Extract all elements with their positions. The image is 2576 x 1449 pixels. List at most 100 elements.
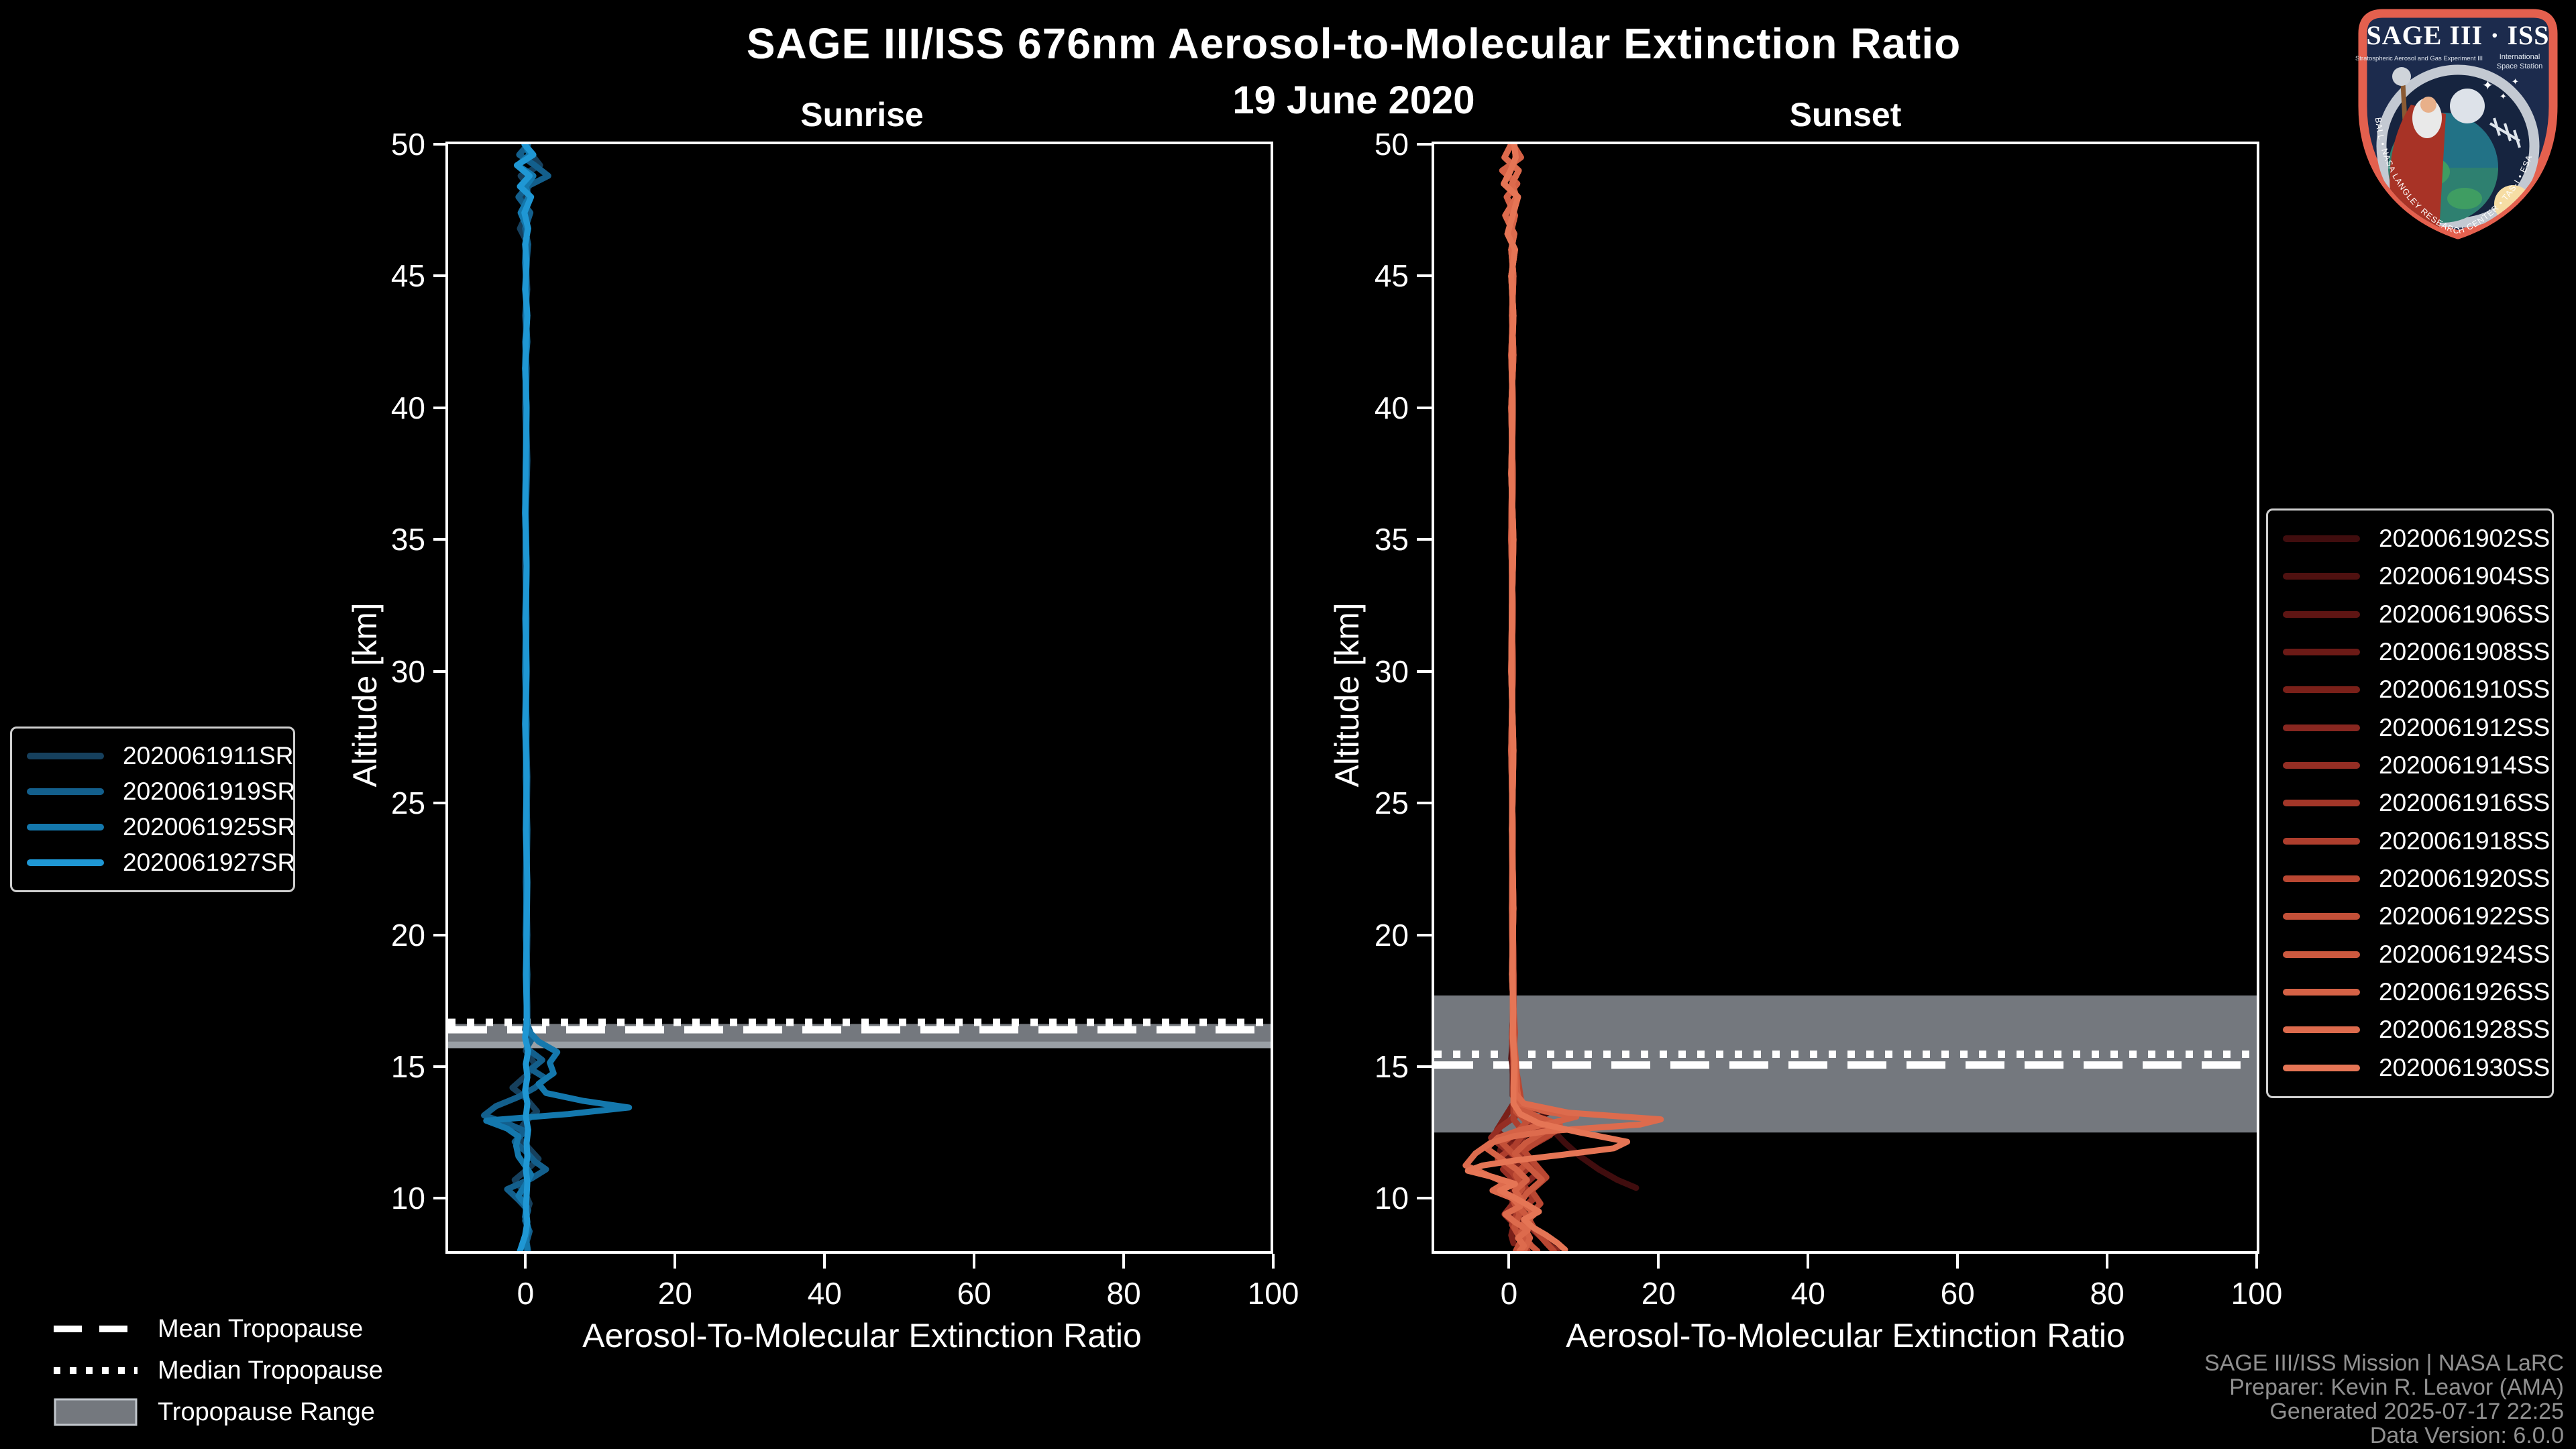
sunrise-y-tick xyxy=(433,274,448,278)
sunrise-y-tick xyxy=(433,1197,448,1200)
legend-item: 2020061930SS xyxy=(2283,1054,2550,1082)
legend-label: 2020061912SS xyxy=(2379,713,2551,741)
legend-swatch-line xyxy=(2283,573,2360,580)
legend-item: 2020061918SS xyxy=(2283,827,2550,855)
sunrise-x-tick-label: 20 xyxy=(657,1276,692,1311)
sunset-y-tick xyxy=(1417,274,1432,278)
sunset-x-tick xyxy=(1956,1254,1960,1269)
legend-swatch-line xyxy=(2283,762,2360,769)
sunset-y-tick xyxy=(1417,1197,1432,1200)
legend-label: 2020061916SS xyxy=(2379,789,2551,817)
legend-label: 2020061906SS xyxy=(2379,600,2551,628)
sunrise-plot-svg xyxy=(448,144,1271,1251)
sunset-y-tick-label: 45 xyxy=(1374,258,1409,294)
sunset-x-tick-label: 0 xyxy=(1500,1276,1518,1311)
sunrise-plot-area xyxy=(445,142,1273,1254)
sunrise-y-tick-label: 35 xyxy=(390,522,425,557)
legend-swatch-line xyxy=(2283,989,2360,996)
sunset-x-tick xyxy=(2106,1254,2109,1269)
sunset-x-tick xyxy=(1657,1254,1660,1269)
sunset-y-tick-label: 20 xyxy=(1374,917,1409,953)
sunrise-y-tick xyxy=(433,406,448,409)
sunrise-x-tick-label: 80 xyxy=(1106,1276,1141,1311)
sunset-x-tick-label: 60 xyxy=(1940,1276,1975,1311)
sunrise-x-tick xyxy=(973,1254,976,1269)
sunset-x-tick-label: 20 xyxy=(1641,1276,1676,1311)
sunrise-x-tick-label: 0 xyxy=(517,1276,535,1311)
sunrise-tropopause-range-inner xyxy=(448,1041,1271,1049)
legend-swatch-line xyxy=(2283,535,2360,543)
sunset-y-tick-label: 50 xyxy=(1374,127,1409,162)
sunrise-y-tick xyxy=(433,538,448,541)
svg-text:✦: ✦ xyxy=(2482,78,2493,93)
legend-item: 2020061912SS xyxy=(2283,714,2550,742)
legend-swatch-line xyxy=(2283,875,2360,883)
logo-stars: ✦ ✦ ✦ xyxy=(2482,76,2519,101)
logo-iss-icon xyxy=(2489,117,2521,148)
sunrise-y-tick xyxy=(433,669,448,673)
caption-mission: SAGE III/ISS Mission | NASA LaRC xyxy=(2204,1350,2564,1376)
legend-item: 2020061916SS xyxy=(2283,789,2550,817)
legend-item: 2020061920SS xyxy=(2283,865,2550,893)
sunrise-x-tick-label: 60 xyxy=(957,1276,991,1311)
legend-label: 2020061902SS xyxy=(2379,525,2551,553)
legend-label: 2020061910SS xyxy=(2379,676,2551,704)
sunrise-y-tick-label: 50 xyxy=(390,127,425,162)
legend-swatch-line xyxy=(27,824,104,831)
legend-item: 2020061927SR xyxy=(27,849,295,877)
legend-swatch-line xyxy=(2283,1026,2360,1034)
legend-item: 2020061919SR xyxy=(27,777,295,806)
sunrise-x-tick xyxy=(1122,1254,1126,1269)
legend-label: 2020061930SS xyxy=(2379,1053,2551,1081)
legend-item: 2020061908SS xyxy=(2283,638,2550,666)
tropo-legend-label: Median Tropopause xyxy=(158,1356,383,1385)
sunrise-x-tick-label: 40 xyxy=(807,1276,842,1311)
sunset-x-axis-label: Aerosol-To-Molecular Extinction Ratio xyxy=(1566,1317,2125,1354)
sunrise-legend: 2020061911SR 2020061919SR 2020061925SR 2020… xyxy=(10,727,295,892)
caption-preparer: Preparer: Kevin R. Leavor (AMA) xyxy=(2229,1375,2564,1400)
legend-label: 2020061904SS xyxy=(2379,562,2551,590)
sunrise-panel-title: Sunrise xyxy=(800,96,924,133)
legend-item: 2020061906SS xyxy=(2283,600,2550,629)
sunrise-y-tick xyxy=(433,802,448,805)
legend-swatch-line xyxy=(2283,610,2360,618)
logo-subtitle-left: Stratospheric Aerosol and Gas Experiment… xyxy=(2355,55,2483,62)
sunset-plot-area xyxy=(1432,142,2259,1254)
page-title: SAGE III/ISS 676nm Aerosol-to-Molecular … xyxy=(746,19,1962,68)
sunrise-y-tick-label: 30 xyxy=(390,653,425,689)
profile-2020061927SR xyxy=(514,144,537,1251)
legend-item: 2020061902SS xyxy=(2283,525,2550,553)
profile-2020061930SS xyxy=(1464,144,1631,1251)
sunset-y-tick-label: 35 xyxy=(1374,522,1409,557)
mean-tropopause-legend-item: Mean Tropopause xyxy=(54,1308,383,1350)
legend-swatch-line xyxy=(2283,724,2360,731)
sunrise-x-tick xyxy=(1272,1254,1275,1269)
tropopause-range-legend-item: Tropopause Range xyxy=(54,1391,383,1433)
legend-item: 2020061922SS xyxy=(2283,902,2550,930)
legend-label: 2020061922SS xyxy=(2379,902,2551,930)
svg-text:✦: ✦ xyxy=(2500,91,2507,101)
dotted-line-icon xyxy=(54,1367,138,1374)
svg-text:✦: ✦ xyxy=(2512,76,2519,87)
sunset-y-tick-label: 40 xyxy=(1374,390,1409,425)
legend-item: 2020061904SS xyxy=(2283,562,2550,590)
gray-band-icon xyxy=(54,1398,138,1426)
sunrise-x-axis-label: Aerosol-To-Molecular Extinction Ratio xyxy=(582,1317,1142,1354)
legend-swatch-line xyxy=(2283,837,2360,845)
sunrise-y-tick xyxy=(433,933,448,936)
legend-swatch-line xyxy=(27,859,104,867)
sunrise-x-tick xyxy=(524,1254,527,1269)
legend-swatch-line xyxy=(2283,649,2360,656)
legend-item: 2020061914SS xyxy=(2283,751,2550,780)
tropo-legend-label: Mean Tropopause xyxy=(158,1314,364,1343)
legend-label: 2020061914SS xyxy=(2379,751,2551,780)
sunrise-y-tick xyxy=(433,143,448,146)
sunset-plot-svg xyxy=(1434,144,2257,1251)
legend-item: 2020061911SR xyxy=(27,742,293,770)
legend-label: 2020061924SS xyxy=(2379,940,2551,968)
legend-label: 2020061911SR xyxy=(123,741,294,769)
sunset-x-tick-label: 100 xyxy=(2231,1276,2283,1311)
tropo-legend-label: Tropopause Range xyxy=(158,1397,375,1426)
sunrise-y-tick-label: 45 xyxy=(390,258,425,294)
sunset-y-tick-label: 15 xyxy=(1374,1049,1409,1084)
